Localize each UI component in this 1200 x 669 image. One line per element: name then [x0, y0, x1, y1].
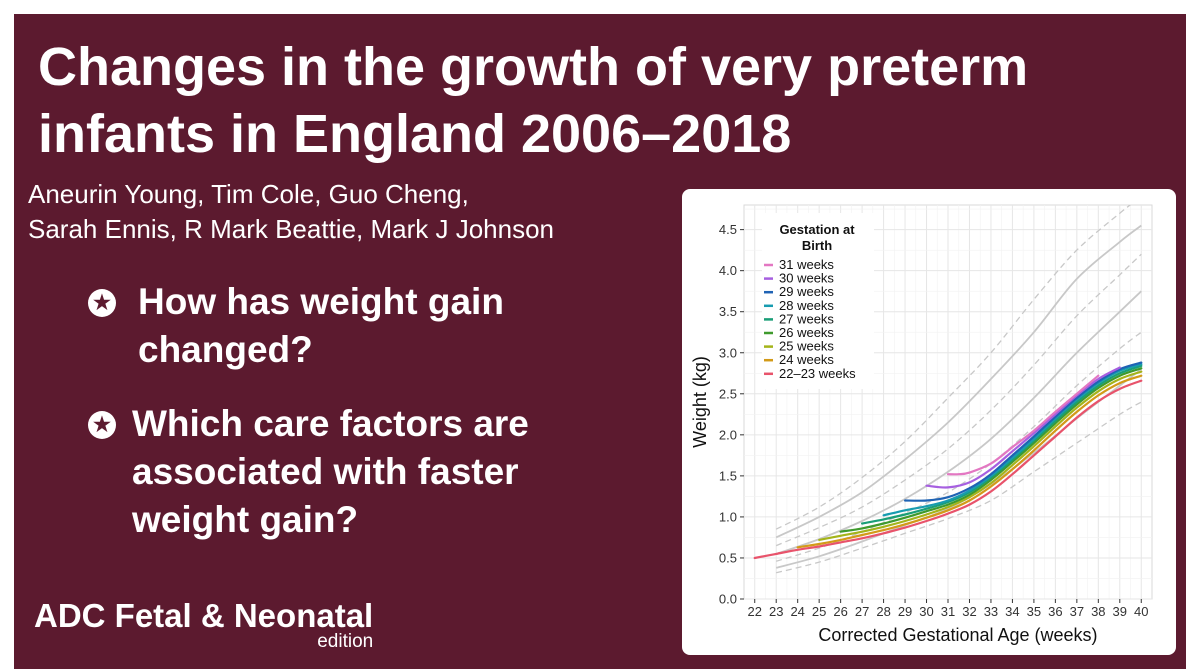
series-line [753, 379, 1143, 560]
author-line-2: Sarah Ennis, R Mark Beattie, Mark J John… [28, 214, 555, 244]
reference-centile-line [776, 401, 1142, 574]
x-tick-label: 28 [876, 604, 890, 619]
journal-logo: ADC Fetal & Neonatal edition [34, 598, 373, 652]
x-tick-label: 40 [1134, 604, 1148, 619]
y-tick-label: 0.5 [719, 550, 737, 565]
series-line [818, 370, 1143, 541]
x-axis-title: Corrected Gestational Age (weeks) [818, 625, 1097, 645]
x-tick-label: 29 [898, 604, 912, 619]
star-in-circle-icon: ★ [88, 289, 116, 317]
legend-box [762, 213, 874, 389]
author-list: Aneurin Young, Tim Cole, Guo Cheng, Sara… [28, 177, 554, 247]
x-tick-label: 24 [790, 604, 804, 619]
x-tick-label: 39 [1113, 604, 1127, 619]
growth-chart: 22 23 24 25 26 27 28 29 30 31 32 33 34 35 36 37 38 39 40 0.… [690, 204, 1153, 645]
legend-title-line-2: Birth [802, 238, 832, 253]
y-axis-title: Weight (kg) [690, 356, 710, 448]
question-2-line-2: associated with faster [132, 451, 519, 492]
growth-chart-card: 22 23 24 25 26 27 28 29 30 31 32 33 34 35 36 37 38 39 40 0.… [682, 189, 1176, 655]
legend-label: 26 weeks [779, 325, 834, 340]
series-line [904, 361, 1143, 502]
x-tick-label: 38 [1091, 604, 1105, 619]
question-1-line-2: changed? [138, 329, 313, 370]
x-tick-label: 26 [833, 604, 847, 619]
reference-centile-line [775, 290, 1142, 555]
x-tick-label: 22 [748, 604, 762, 619]
y-tick-label: 3.0 [719, 345, 737, 360]
legend-label: 25 weeks [779, 339, 834, 354]
reference-centile-line [775, 253, 1142, 547]
journal-edition: edition [317, 631, 374, 652]
question-2-line-3: weight gain? [132, 499, 359, 540]
journal-name: ADC Fetal & Neonatal [34, 597, 374, 634]
author-line-1: Aneurin Young, Tim Cole, Guo Cheng, [28, 179, 469, 209]
slide: Changes in the growth of very preterm in… [14, 14, 1186, 669]
x-tick-label: 25 [812, 604, 826, 619]
legend-label: 30 weeks [779, 271, 834, 286]
legend-label: 28 weeks [779, 298, 834, 313]
question-1: ★ How has weight gain changed? [88, 278, 504, 374]
y-tick-label: 3.5 [719, 304, 737, 319]
x-tick-label: 37 [1070, 604, 1084, 619]
series-line [861, 364, 1143, 525]
legend-label: 29 weeks [779, 284, 834, 299]
legend-label: 22–23 weeks [779, 366, 856, 381]
series-line [882, 363, 1143, 517]
question-2: ★ Which care factors are associated with… [88, 400, 529, 544]
x-tick-label: 30 [919, 604, 933, 619]
y-tick-label: 2.5 [719, 386, 737, 401]
reference-centile-line [775, 224, 1142, 539]
y-tick-label: 1.0 [719, 509, 737, 524]
question-2-line-1: Which care factors are [132, 403, 529, 444]
series-line [946, 374, 1100, 476]
series-line [796, 374, 1143, 549]
legend-label: 31 weeks [779, 257, 834, 272]
x-tick-label: 33 [984, 604, 998, 619]
slide-title: Changes in the growth of very preterm in… [38, 34, 1178, 168]
title-line-2: infants in England 2006–2018 [38, 104, 792, 164]
x-tick-label: 23 [769, 604, 783, 619]
y-tick-label: 1.5 [719, 468, 737, 483]
series-line [925, 366, 1121, 489]
title-line-1: Changes in the growth of very preterm [38, 37, 1029, 97]
y-tick-label: 2.0 [719, 427, 737, 442]
x-tick-label: 32 [962, 604, 976, 619]
y-tick-label: 4.0 [719, 263, 737, 278]
series-line [839, 367, 1143, 533]
x-tick-label: 35 [1027, 604, 1041, 619]
x-tick-label: 27 [855, 604, 869, 619]
x-tick-label: 34 [1005, 604, 1019, 619]
y-tick-label: 4.5 [719, 222, 737, 237]
reference-centile-line [776, 331, 1142, 562]
x-tick-label: 31 [941, 604, 955, 619]
reference-centile-line [775, 205, 1132, 530]
y-tick-label: 0.0 [719, 592, 737, 607]
star-in-circle-icon: ★ [88, 411, 116, 439]
legend-label: 24 weeks [779, 352, 834, 367]
legend-label: 27 weeks [779, 311, 834, 326]
x-tick-label: 36 [1048, 604, 1062, 619]
legend-title-line-1: Gestation at [779, 222, 855, 237]
question-1-line-1: How has weight gain [138, 281, 504, 322]
